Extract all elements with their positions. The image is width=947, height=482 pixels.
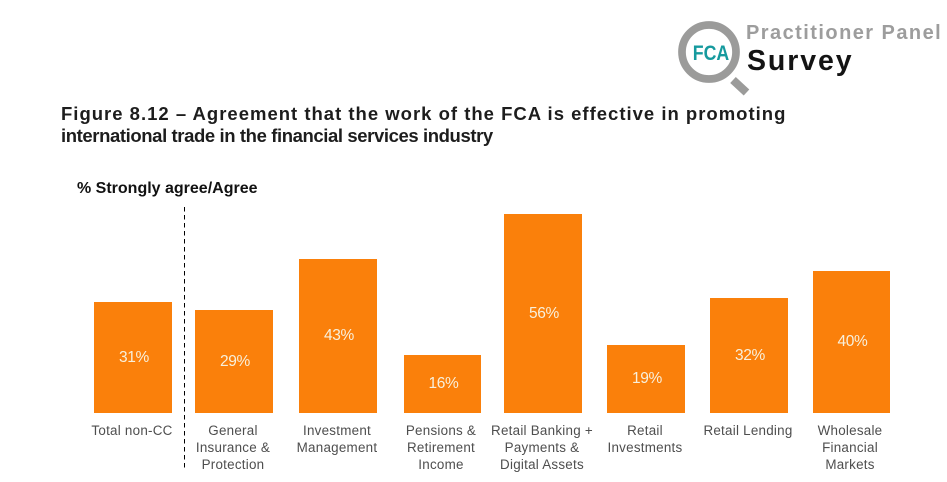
svg-text:FCA: FCA — [693, 41, 730, 65]
